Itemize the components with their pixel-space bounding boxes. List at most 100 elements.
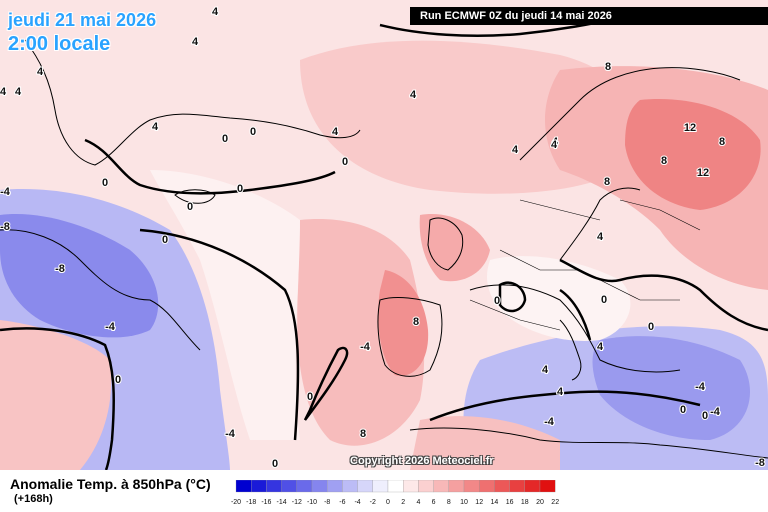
scale-swatch	[296, 480, 313, 493]
copyright-text: Copyright 2026 Meteociel.fr	[350, 455, 494, 467]
africa-coast	[409, 427, 768, 459]
contour-label: 0	[680, 404, 686, 416]
scale-swatch	[403, 480, 419, 493]
contour-label: 8	[604, 176, 610, 188]
scale-tick-label: 10	[460, 499, 468, 506]
contour-label: 0	[272, 458, 278, 470]
contour-label: 4	[597, 231, 604, 243]
strong-cold-anomaly-east	[592, 336, 750, 440]
scale-tick-label: 22	[551, 499, 559, 506]
contour-label: 0	[342, 156, 348, 168]
scale-tick-label: -10	[307, 499, 317, 506]
scale-swatch	[251, 480, 267, 493]
baltic-coast	[559, 187, 641, 261]
scale-tick-label: -8	[324, 499, 330, 506]
contour-label: -4	[544, 416, 555, 428]
scale-swatch	[281, 480, 297, 493]
scale-tick-label: -14	[277, 499, 287, 506]
contour-label: 4	[192, 36, 199, 48]
contour-label: 8	[360, 428, 366, 440]
valid-date: jeudi 21 mai 2026	[8, 10, 157, 30]
iceland-coast	[174, 189, 216, 204]
contour-label: 4	[152, 121, 159, 133]
forecast-lead: (+168h)	[14, 493, 53, 505]
neutral-band-atlantic	[150, 170, 300, 440]
contour-label: -4	[695, 381, 706, 393]
norway-coast	[519, 67, 741, 161]
scale-swatch	[357, 480, 373, 493]
scale-tick-label: 8	[447, 499, 451, 506]
contour-label: 4	[512, 144, 519, 156]
labrador-coast	[0, 229, 201, 351]
strong-warm-anomaly-russia	[625, 99, 761, 210]
isoline-0-europe	[559, 258, 768, 332]
contour-label: 0	[102, 177, 108, 189]
warm-anomaly-southwest	[0, 320, 112, 470]
scale-tick-label: 2	[401, 499, 405, 506]
scale-tick-label: 18	[521, 499, 529, 506]
contour-label: 4	[15, 86, 22, 98]
contour-label: 0	[702, 410, 708, 422]
scale-tick-label: 12	[475, 499, 483, 506]
contour-label: 0	[307, 391, 313, 403]
contour-label: 8	[413, 316, 419, 328]
scale-tick-label: -4	[354, 499, 360, 506]
scale-tick-label: -2	[370, 499, 376, 506]
warm-anomaly-north-africa	[410, 416, 560, 470]
legend-title: Anomalie Temp. à 850hPa (°C)	[10, 476, 211, 492]
scale-tick-label: 16	[506, 499, 514, 506]
scale-swatch	[327, 480, 343, 493]
contour-label: 12	[697, 167, 709, 179]
contour-label: -4	[710, 406, 721, 418]
contour-label: -8	[755, 457, 765, 469]
coastlines	[0, 39, 768, 459]
isoline-0-mediterranean	[429, 390, 701, 422]
scale-tick-label: 14	[491, 499, 499, 506]
contour-label: 12	[684, 122, 696, 134]
britain-coast	[427, 217, 464, 271]
scale-swatch	[342, 480, 358, 493]
contour-label: 4	[212, 6, 219, 18]
isoline-0-west	[0, 327, 115, 470]
scale-tick-label: -18	[246, 499, 256, 506]
contour-label: 0	[187, 201, 193, 213]
contour-label: 0	[237, 183, 243, 195]
scale-swatch	[509, 480, 525, 493]
isoline-0-ocean-loop	[303, 346, 349, 421]
strong-warm-anomaly-iberia	[378, 270, 429, 376]
country-borders	[469, 199, 701, 331]
contour-label: 4	[37, 66, 44, 78]
scale-tick-label: 6	[432, 499, 436, 506]
strong-cold-anomaly-labrador	[0, 214, 159, 338]
contour-label: 4	[410, 89, 417, 101]
contour-label: 8	[661, 155, 667, 167]
contour-label: 4	[0, 86, 7, 98]
contour-label: 8	[719, 136, 725, 148]
iberia-coast	[377, 297, 443, 377]
scale-tick-label: 20	[536, 499, 544, 506]
scale-swatch	[494, 480, 510, 493]
contour-label: 8	[605, 61, 611, 73]
scale-swatch	[463, 480, 480, 493]
europe-coast	[469, 284, 681, 373]
run-banner: Run ECMWF 0Z du jeudi 14 mai 2026	[410, 7, 768, 25]
isoline-0-france	[498, 281, 527, 313]
scale-swatch	[433, 480, 449, 493]
scale-tick-label: -16	[261, 499, 271, 506]
contour-label: -4	[360, 341, 371, 353]
scale-swatch	[311, 480, 328, 493]
scale-swatch	[266, 480, 282, 493]
contour-label: 0	[222, 133, 228, 145]
scale-swatch	[372, 480, 389, 493]
scale-tick-label: -20	[231, 499, 241, 506]
scale-swatch	[387, 480, 404, 493]
contour-label: 0	[601, 294, 607, 306]
scale-tick-label: -6	[339, 499, 345, 506]
scale-swatch	[524, 480, 541, 493]
contour-label: 0	[162, 234, 168, 246]
contour-label: -4	[0, 186, 11, 198]
scale-swatch	[418, 480, 434, 493]
